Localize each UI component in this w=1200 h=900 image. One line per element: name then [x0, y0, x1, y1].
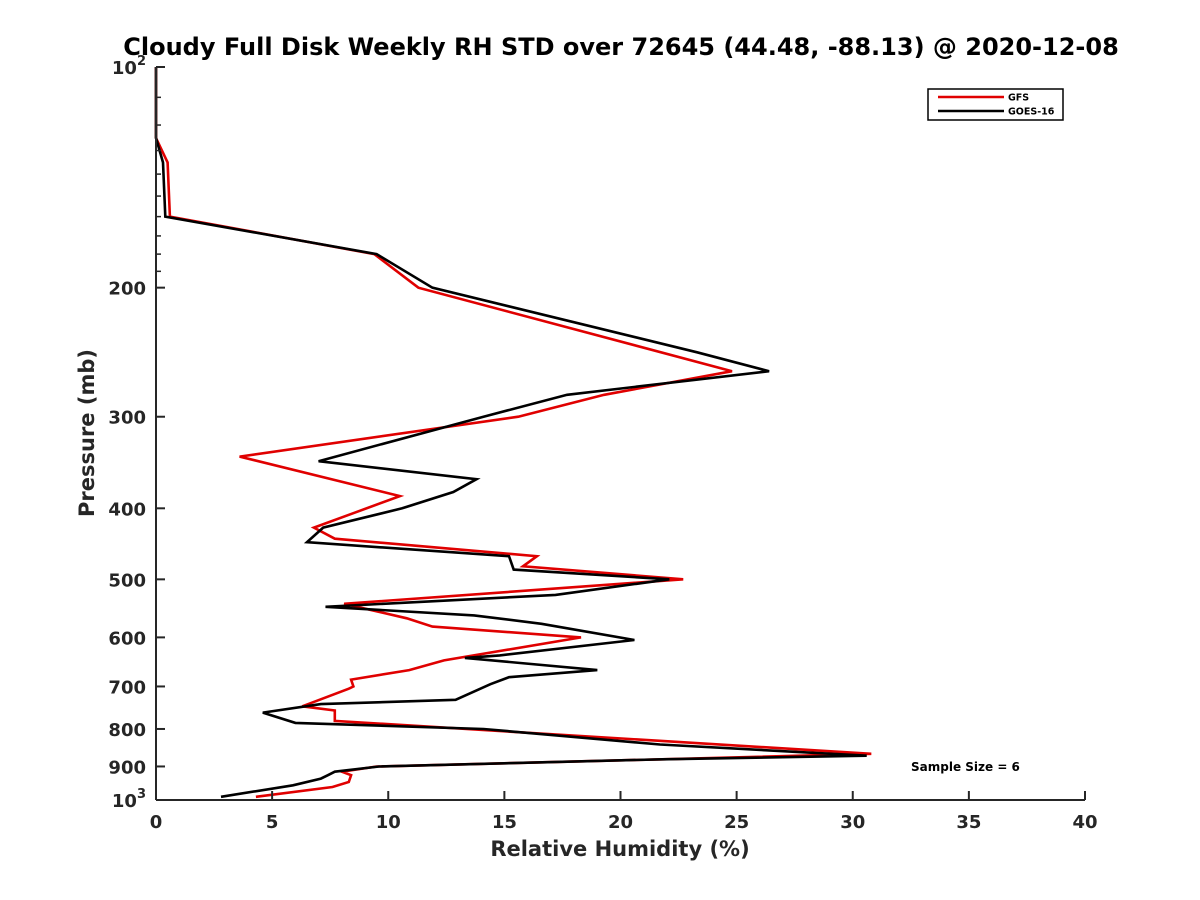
y-tick-base: 10: [112, 791, 137, 812]
chart-title: Cloudy Full Disk Weekly RH STD over 7264…: [123, 33, 1119, 61]
y-tick-label: 102: [112, 54, 146, 79]
y-tick-label: 600: [108, 628, 146, 649]
sample-size-annotation: Sample Size = 6: [911, 760, 1020, 774]
y-tick-label: 900: [108, 757, 146, 778]
x-tick-label: 20: [608, 812, 633, 833]
x-tick-label: 5: [266, 812, 279, 833]
x-tick-label: 30: [840, 812, 865, 833]
y-tick-label: 700: [108, 677, 146, 698]
axes-layer: 0 5 10 15 20 25 30 35 40102200300400500600700800…: [108, 54, 1097, 833]
legend-label-goes16: GOES-16: [1008, 107, 1055, 118]
y-tick-base: 10: [112, 58, 137, 79]
x-tick-label: 40: [1072, 812, 1097, 833]
y-tick-exponent: 2: [137, 54, 146, 69]
x-tick-label: 35: [956, 812, 981, 833]
y-tick-label: 400: [108, 499, 146, 520]
series-line-goes16: [154, 67, 867, 799]
y-tick-label: 200: [108, 279, 146, 300]
x-tick-label: 10: [376, 812, 401, 833]
y-axis-label: Pressure (mb): [75, 349, 99, 517]
legend-label-gfs: GFS: [1008, 93, 1029, 104]
legend: GFS GOES-16: [927, 88, 1064, 121]
legend-box: [927, 88, 1064, 121]
y-tick-label: 103: [112, 787, 146, 812]
y-tick-label: 500: [108, 570, 146, 591]
x-axis-label: Relative Humidity (%): [490, 837, 749, 861]
y-tick-label: 800: [108, 720, 146, 741]
x-tick-label: 15: [492, 812, 517, 833]
y-tick-label: 300: [108, 408, 146, 429]
x-tick-label: 0: [150, 812, 163, 833]
y-tick-exponent: 3: [137, 787, 146, 802]
x-tick-label: 25: [724, 812, 749, 833]
series-layer: [154, 67, 872, 799]
